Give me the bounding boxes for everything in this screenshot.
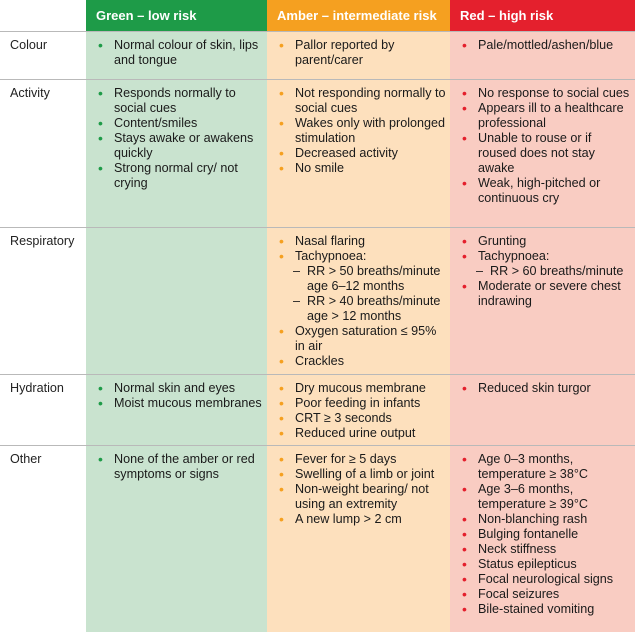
list-item: Focal seizures	[458, 587, 631, 602]
cell-respiratory-green	[86, 228, 267, 375]
list-item: Crackles	[275, 354, 446, 369]
row-hydration: Hydration Normal skin and eyes Moist muc…	[0, 375, 635, 446]
list-item: Tachypnoea:	[458, 249, 631, 264]
list-item: Responds normally to social cues	[94, 86, 263, 116]
header-red: Red – high risk	[450, 0, 635, 32]
cell-respiratory-amber: Nasal flaring Tachypnoea: RR > 50 breath…	[267, 228, 450, 375]
cell-hydration-red: Reduced skin turgor	[450, 375, 635, 446]
cell-hydration-green: Normal skin and eyes Moist mucous membra…	[86, 375, 267, 446]
row-activity: Activity Responds normally to social cue…	[0, 80, 635, 228]
list-item: Non-weight bearing/ not using an extremi…	[275, 482, 446, 512]
list-item: None of the amber or red symptoms or sig…	[94, 452, 263, 482]
row-other: Other None of the amber or red symptoms …	[0, 446, 635, 632]
list-item: Reduced skin turgor	[458, 381, 631, 396]
sub-list-item: RR > 40 breaths/minute age > 12 months	[275, 294, 446, 324]
sub-list-item: RR > 60 breaths/minute	[458, 264, 631, 279]
list-item: Age 3–6 months, temperature ≥ 39°C	[458, 482, 631, 512]
list-item: Wakes only with prolonged stimulation	[275, 116, 446, 146]
list-item: Pallor reported by parent/carer	[275, 38, 446, 68]
cell-colour-red: Pale/mottled/ashen/blue	[450, 32, 635, 80]
list-item: Normal colour of skin, lips and tongue	[94, 38, 263, 68]
header-amber: Amber – intermediate risk	[267, 0, 450, 32]
list-item: No response to social cues	[458, 86, 631, 101]
cell-colour-green: Normal colour of skin, lips and tongue	[86, 32, 267, 80]
list-item: Reduced urine output	[275, 426, 446, 441]
cell-other-red: Age 0–3 months, temperature ≥ 38°C Age 3…	[450, 446, 635, 632]
list-item: Oxygen saturation ≤ 95% in air	[275, 324, 446, 354]
list-item: A new lump > 2 cm	[275, 512, 446, 527]
row-label-activity: Activity	[0, 80, 86, 228]
row-label-colour: Colour	[0, 32, 86, 80]
list-item: Strong normal cry/ not crying	[94, 161, 263, 191]
cell-activity-red: No response to social cues Appears ill t…	[450, 80, 635, 228]
row-respiratory: Respiratory Nasal flaring Tachypnoea: RR…	[0, 228, 635, 375]
list-item: Weak, high-pitched or continuous cry	[458, 176, 631, 206]
cell-respiratory-red: Grunting Tachypnoea: RR > 60 breaths/min…	[450, 228, 635, 375]
list-item: Nasal flaring	[275, 234, 446, 249]
list-item: Focal neurological signs	[458, 572, 631, 587]
list-item: Not responding normally to social cues	[275, 86, 446, 116]
list-item: Swelling of a limb or joint	[275, 467, 446, 482]
row-label-other: Other	[0, 446, 86, 632]
cell-colour-amber: Pallor reported by parent/carer	[267, 32, 450, 80]
header-blank	[0, 0, 86, 32]
list-item: Neck stiffness	[458, 542, 631, 557]
list-item: Moist mucous membranes	[94, 396, 263, 411]
header-green: Green – low risk	[86, 0, 267, 32]
list-item: Decreased activity	[275, 146, 446, 161]
list-item: Bile-stained vomiting	[458, 602, 631, 617]
row-label-respiratory: Respiratory	[0, 228, 86, 375]
cell-hydration-amber: Dry mucous membrane Poor feeding in infa…	[267, 375, 450, 446]
list-item: No smile	[275, 161, 446, 176]
list-item: Moderate or severe chest indrawing	[458, 279, 631, 309]
list-item: Poor feeding in infants	[275, 396, 446, 411]
sub-list-item: RR > 50 breaths/minute age 6–12 months	[275, 264, 446, 294]
list-item: Bulging fontanelle	[458, 527, 631, 542]
list-item: Normal skin and eyes	[94, 381, 263, 396]
list-item: Unable to rouse or if roused does not st…	[458, 131, 631, 176]
list-item: Fever for ≥ 5 days	[275, 452, 446, 467]
row-label-hydration: Hydration	[0, 375, 86, 446]
list-item: Tachypnoea:	[275, 249, 446, 264]
list-item: Content/smiles	[94, 116, 263, 131]
list-item: Dry mucous membrane	[275, 381, 446, 396]
list-item: Stays awake or awakens quickly	[94, 131, 263, 161]
list-item: Grunting	[458, 234, 631, 249]
header-row: Green – low risk Amber – intermediate ri…	[0, 0, 635, 32]
cell-activity-amber: Not responding normally to social cues W…	[267, 80, 450, 228]
cell-other-amber: Fever for ≥ 5 days Swelling of a limb or…	[267, 446, 450, 632]
list-item: Pale/mottled/ashen/blue	[458, 38, 631, 53]
list-item: CRT ≥ 3 seconds	[275, 411, 446, 426]
list-item: Status epilepticus	[458, 557, 631, 572]
list-item: Appears ill to a healthcare professional	[458, 101, 631, 131]
list-item: Non-blanching rash	[458, 512, 631, 527]
list-item: Age 0–3 months, temperature ≥ 38°C	[458, 452, 631, 482]
cell-other-green: None of the amber or red symptoms or sig…	[86, 446, 267, 632]
cell-activity-green: Responds normally to social cues Content…	[86, 80, 267, 228]
row-colour: Colour Normal colour of skin, lips and t…	[0, 32, 635, 80]
